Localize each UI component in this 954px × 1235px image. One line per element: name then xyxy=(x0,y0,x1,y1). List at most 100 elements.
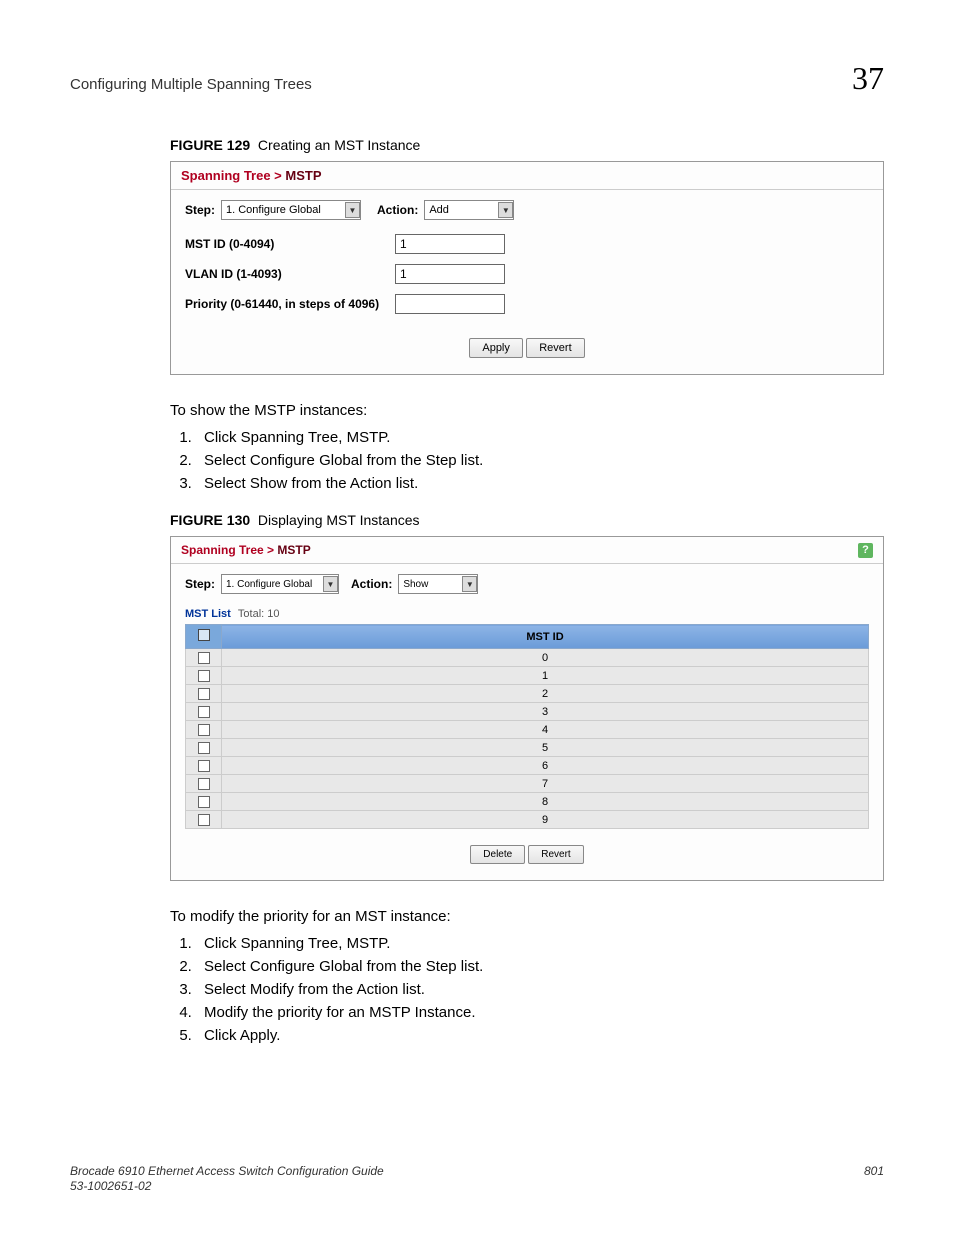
step-item: Select Modify from the Action list. xyxy=(196,981,884,998)
table-row: 2 xyxy=(186,685,869,703)
figure-130-panel: Spanning Tree > MSTP ? Step: 1. Configur… xyxy=(170,536,884,881)
mst-id-cell: 3 xyxy=(222,703,869,721)
step-item: Click Spanning Tree, MSTP. xyxy=(196,935,884,952)
checkbox-icon[interactable] xyxy=(198,724,210,736)
modify-priority-intro: To modify the priority for an MST instan… xyxy=(170,906,884,927)
figure-129-panel: Spanning Tree > MSTP Step: 1. Configure … xyxy=(170,161,884,375)
step-select[interactable]: 1. Configure Global ▼ xyxy=(221,574,339,594)
step-item: Select Configure Global from the Step li… xyxy=(196,958,884,975)
step-item: Click Apply. xyxy=(196,1027,884,1044)
table-row: 7 xyxy=(186,775,869,793)
show-instances-intro: To show the MSTP instances: xyxy=(170,400,884,421)
mst-id-cell: 1 xyxy=(222,667,869,685)
row-checkbox-cell[interactable] xyxy=(186,811,222,829)
action-select-value: Show xyxy=(403,579,428,590)
checkbox-icon[interactable] xyxy=(198,742,210,754)
mst-table: MST ID 0123456789 xyxy=(185,624,869,829)
checkbox-icon[interactable] xyxy=(198,688,210,700)
action-select-value: Add xyxy=(429,204,449,216)
row-checkbox-cell[interactable] xyxy=(186,667,222,685)
mst-id-cell: 2 xyxy=(222,685,869,703)
row-checkbox-cell[interactable] xyxy=(186,703,222,721)
apply-button[interactable]: Apply xyxy=(469,338,523,358)
mst-id-label: MST ID (0-4094) xyxy=(185,237,395,251)
figure-129-caption: FIGURE 129 Creating an MST Instance xyxy=(170,137,884,153)
vlan-id-input[interactable] xyxy=(395,264,505,284)
row-checkbox-cell[interactable] xyxy=(186,721,222,739)
step-label: Step: xyxy=(185,203,215,217)
chevron-down-icon: ▼ xyxy=(323,576,338,592)
action-label: Action: xyxy=(377,203,418,217)
checkbox-icon[interactable] xyxy=(198,796,210,808)
priority-input[interactable] xyxy=(395,294,505,314)
delete-button[interactable]: Delete xyxy=(470,845,525,864)
step-item: Modify the priority for an MSTP Instance… xyxy=(196,1004,884,1021)
step-select[interactable]: 1. Configure Global ▼ xyxy=(221,200,361,220)
row-checkbox-cell[interactable] xyxy=(186,649,222,667)
table-row: 1 xyxy=(186,667,869,685)
vlan-id-label: VLAN ID (1-4093) xyxy=(185,267,395,281)
checkbox-icon[interactable] xyxy=(198,629,210,641)
row-checkbox-cell[interactable] xyxy=(186,775,222,793)
priority-label: Priority (0-61440, in steps of 4096) xyxy=(185,297,395,311)
checkbox-icon[interactable] xyxy=(198,670,210,682)
chevron-down-icon: ▼ xyxy=(345,202,360,218)
revert-button[interactable]: Revert xyxy=(528,845,583,864)
show-instances-steps: Click Spanning Tree, MSTP. Select Config… xyxy=(170,429,884,492)
mst-id-cell: 8 xyxy=(222,793,869,811)
mst-id-cell: 6 xyxy=(222,757,869,775)
breadcrumb-prefix: Spanning Tree > xyxy=(181,168,285,183)
mst-id-cell: 0 xyxy=(222,649,869,667)
mst-id-input[interactable] xyxy=(395,234,505,254)
table-row: 9 xyxy=(186,811,869,829)
figure-130-label: FIGURE 130 xyxy=(170,512,250,528)
footer-guide: Brocade 6910 Ethernet Access Switch Conf… xyxy=(70,1164,384,1180)
help-icon[interactable]: ? xyxy=(858,543,873,558)
figure-129-label: FIGURE 129 xyxy=(170,137,250,153)
step-label: Step: xyxy=(185,577,215,591)
page-header-title: Configuring Multiple Spanning Trees xyxy=(70,76,312,93)
step-select-value: 1. Configure Global xyxy=(226,204,321,216)
breadcrumb: Spanning Tree > MSTP ? xyxy=(171,537,883,564)
footer-page-number: 801 xyxy=(864,1164,884,1195)
step-item: Click Spanning Tree, MSTP. xyxy=(196,429,884,446)
breadcrumb-leaf: MSTP xyxy=(285,168,321,183)
table-row: 6 xyxy=(186,757,869,775)
checkbox-icon[interactable] xyxy=(198,814,210,826)
breadcrumb-leaf: MSTP xyxy=(277,543,310,557)
step-item: Select Configure Global from the Step li… xyxy=(196,452,884,469)
breadcrumb-prefix: Spanning Tree > xyxy=(181,543,277,557)
row-checkbox-cell[interactable] xyxy=(186,739,222,757)
step-item: Select Show from the Action list. xyxy=(196,475,884,492)
mst-id-header: MST ID xyxy=(222,625,869,649)
checkbox-icon[interactable] xyxy=(198,706,210,718)
footer-partno: 53-1002651-02 xyxy=(70,1179,384,1195)
table-row: 8 xyxy=(186,793,869,811)
checkbox-icon[interactable] xyxy=(198,760,210,772)
chevron-down-icon: ▼ xyxy=(462,576,477,592)
checkbox-icon[interactable] xyxy=(198,778,210,790)
row-checkbox-cell[interactable] xyxy=(186,757,222,775)
action-label: Action: xyxy=(351,577,392,591)
chapter-number: 37 xyxy=(852,60,884,97)
row-checkbox-cell[interactable] xyxy=(186,685,222,703)
table-row: 0 xyxy=(186,649,869,667)
checkbox-icon[interactable] xyxy=(198,652,210,664)
select-all-header[interactable] xyxy=(186,625,222,649)
figure-129-text: Creating an MST Instance xyxy=(258,137,420,153)
modify-priority-steps: Click Spanning Tree, MSTP. Select Config… xyxy=(170,935,884,1044)
action-select[interactable]: Show ▼ xyxy=(398,574,478,594)
table-row: 4 xyxy=(186,721,869,739)
table-row: 3 xyxy=(186,703,869,721)
revert-button[interactable]: Revert xyxy=(526,338,584,358)
mst-id-cell: 4 xyxy=(222,721,869,739)
table-row: 5 xyxy=(186,739,869,757)
mst-id-cell: 7 xyxy=(222,775,869,793)
mst-id-cell: 9 xyxy=(222,811,869,829)
chevron-down-icon: ▼ xyxy=(498,202,513,218)
action-select[interactable]: Add ▼ xyxy=(424,200,514,220)
row-checkbox-cell[interactable] xyxy=(186,793,222,811)
figure-130-caption: FIGURE 130 Displaying MST Instances xyxy=(170,512,884,528)
figure-130-text: Displaying MST Instances xyxy=(258,512,420,528)
mst-list-title: MST List Total: 10 xyxy=(185,608,869,620)
